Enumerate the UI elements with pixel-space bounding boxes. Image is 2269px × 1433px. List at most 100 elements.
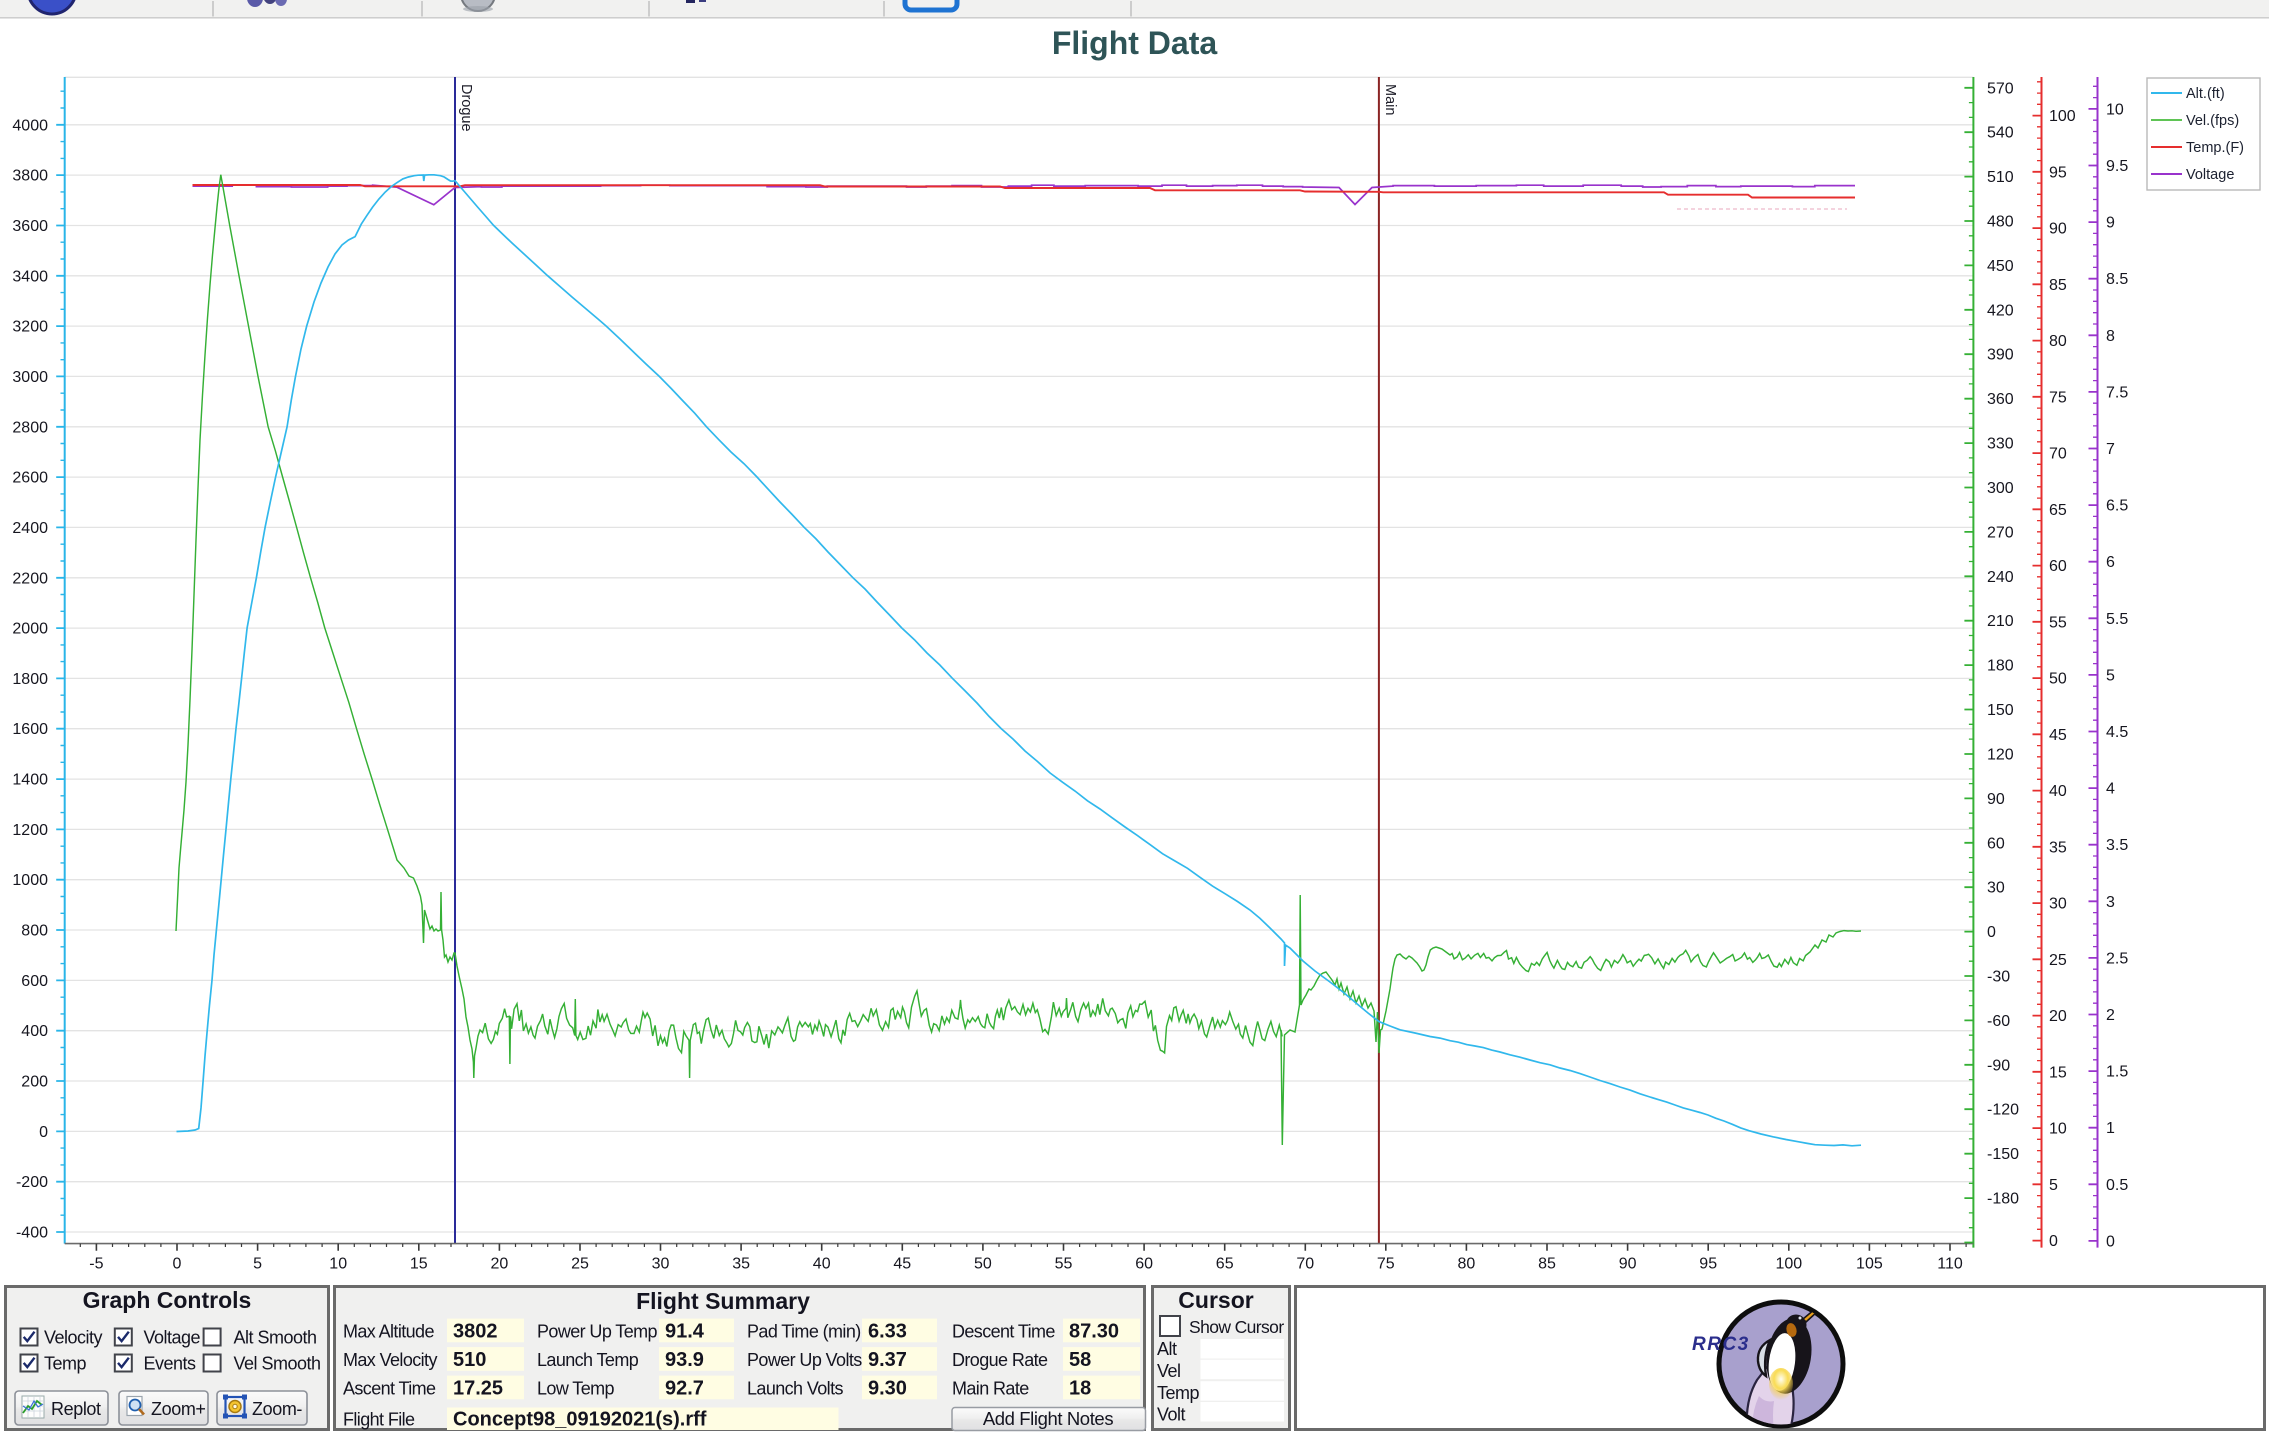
svg-text:2000: 2000 [12,621,48,638]
svg-text:120: 120 [1987,747,2014,764]
svg-text:-180: -180 [1987,1191,2019,1208]
svg-text:Low Temp: Low Temp [537,1379,615,1399]
svg-text:0: 0 [2049,1233,2058,1250]
svg-text:Main: Main [1382,84,1398,115]
svg-text:8.5: 8.5 [2106,271,2128,288]
svg-text:85: 85 [2049,277,2067,294]
svg-text:Temp: Temp [44,1354,87,1374]
svg-text:Events: Events [144,1354,197,1374]
svg-text:Show Cursor: Show Cursor [1189,1317,1284,1337]
svg-text:3.5: 3.5 [2106,837,2128,854]
svg-text:Pad Time (min): Pad Time (min) [747,1322,861,1342]
svg-text:25: 25 [2049,952,2067,969]
svg-text:Graph Controls: Graph Controls [83,1287,252,1313]
svg-text:10: 10 [2106,101,2124,118]
svg-text:92.7: 92.7 [665,1378,704,1400]
svg-text:210: 210 [1987,613,2014,630]
svg-text:240: 240 [1987,569,2014,586]
svg-text:45: 45 [2049,727,2067,744]
svg-text:Flight Summary: Flight Summary [636,1288,810,1314]
svg-text:45: 45 [893,1256,911,1273]
svg-text:4.5: 4.5 [2106,724,2128,741]
svg-text:65: 65 [2049,502,2067,519]
svg-text:17.25: 17.25 [453,1378,503,1400]
svg-text:35: 35 [2049,839,2067,856]
svg-text:75: 75 [2049,389,2067,406]
svg-text:-120: -120 [1987,1102,2019,1119]
svg-text:9: 9 [2106,215,2115,232]
svg-text:Launch Temp: Launch Temp [537,1350,639,1370]
svg-text:3000: 3000 [12,369,48,386]
svg-text:15: 15 [2049,1064,2067,1081]
svg-text:Power Up Temp: Power Up Temp [537,1322,658,1342]
svg-text:330: 330 [1987,436,2014,453]
svg-text:60: 60 [2049,558,2067,575]
svg-text:0: 0 [2106,1233,2115,1250]
svg-text:100: 100 [2049,108,2076,125]
svg-text:90: 90 [2049,221,2067,238]
svg-text:20: 20 [2049,1008,2067,1025]
svg-text:7.5: 7.5 [2106,384,2128,401]
svg-text:110: 110 [1937,1256,1963,1273]
svg-text:90: 90 [1987,791,2005,808]
svg-text:Voltage: Voltage [2186,167,2234,183]
svg-text:270: 270 [1987,524,2014,541]
svg-text:40: 40 [2049,783,2067,800]
svg-text:100: 100 [1775,1256,1802,1273]
svg-text:800: 800 [21,923,48,940]
svg-text:RRC3: RRC3 [1692,1334,1750,1355]
svg-text:0: 0 [39,1124,48,1141]
svg-text:Vel: Vel [1157,1361,1181,1381]
svg-text:8: 8 [2106,328,2115,345]
svg-text:450: 450 [1987,258,2014,275]
svg-text:480: 480 [1987,214,2014,231]
svg-text:85: 85 [1538,1256,1556,1273]
svg-text:3400: 3400 [12,268,48,285]
svg-text:Zoom+: Zoom+ [151,1399,206,1419]
svg-text:7: 7 [2106,441,2115,458]
svg-text:400: 400 [21,1023,48,1040]
svg-text:Zoom-: Zoom- [252,1399,302,1419]
svg-text:Power Up Volts: Power Up Volts [747,1350,862,1370]
svg-text:Vel Smooth: Vel Smooth [234,1354,321,1374]
svg-text:95: 95 [1699,1256,1717,1273]
svg-text:5: 5 [2106,667,2115,684]
svg-text:Voltage: Voltage [144,1328,201,1348]
svg-text:15: 15 [410,1256,428,1273]
svg-text:300: 300 [1987,480,2014,497]
svg-text:1800: 1800 [12,671,48,688]
svg-text:20: 20 [491,1256,509,1273]
svg-text:Vel.(fps): Vel.(fps) [2186,113,2239,129]
svg-text:2.5: 2.5 [2106,950,2128,967]
svg-text:-400: -400 [16,1225,48,1242]
svg-text:87.30: 87.30 [1069,1321,1119,1343]
svg-text:Add Flight Notes: Add Flight Notes [983,1408,1114,1429]
svg-text:80: 80 [2049,333,2067,350]
svg-text:6.33: 6.33 [868,1321,907,1343]
svg-text:55: 55 [1055,1256,1073,1273]
svg-text:105: 105 [1856,1256,1883,1273]
svg-text:Launch Volts: Launch Volts [747,1379,843,1399]
svg-text:6: 6 [2106,554,2115,571]
svg-text:-60: -60 [1987,1013,2010,1030]
svg-text:Max Altitude: Max Altitude [343,1322,434,1342]
svg-text:Temp.(F): Temp.(F) [2186,140,2244,156]
svg-text:70: 70 [2049,446,2067,463]
svg-text:5: 5 [253,1256,262,1273]
svg-text:40: 40 [813,1256,831,1273]
svg-text:50: 50 [2049,671,2067,688]
svg-text:55: 55 [2049,614,2067,631]
svg-text:-200: -200 [16,1174,48,1191]
svg-text:95: 95 [2049,164,2067,181]
svg-text:60: 60 [1135,1256,1153,1273]
svg-text:360: 360 [1987,391,2014,408]
svg-text:-5: -5 [89,1256,103,1273]
svg-text:30: 30 [1987,880,2005,897]
svg-text:0: 0 [173,1256,182,1273]
svg-text:0.5: 0.5 [2106,1177,2128,1194]
svg-text:-150: -150 [1987,1146,2019,1163]
svg-text:2600: 2600 [12,470,48,487]
svg-text:9.5: 9.5 [2106,158,2128,175]
svg-text:5.5: 5.5 [2106,611,2128,628]
svg-text:1400: 1400 [12,772,48,789]
